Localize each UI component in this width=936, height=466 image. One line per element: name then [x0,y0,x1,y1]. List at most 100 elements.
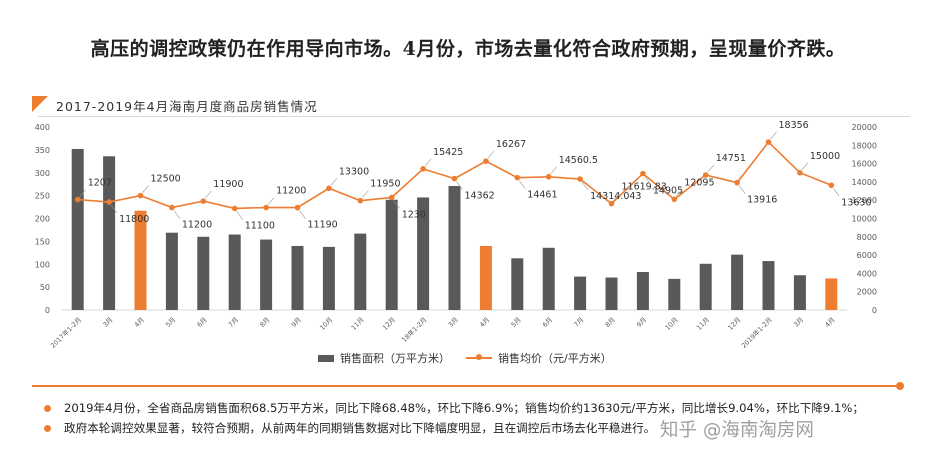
price-data-label: 11800 [119,214,149,225]
price-point [200,198,207,204]
y-left-tick-label: 350 [35,146,50,155]
bar [793,275,806,310]
bar [134,210,147,310]
price-data-label: 11100 [245,220,275,231]
price-point [671,196,678,203]
bar [574,276,587,310]
bar [636,272,649,310]
bar [197,236,210,310]
y-right-tick-label: 2000 [857,288,877,297]
label-leader [676,189,683,197]
bar [825,278,838,310]
chart-legend: 销售面积（万平方米） 销售均价（元/平方米） [0,350,936,366]
section-divider [32,385,902,387]
y-left-tick-label: 100 [35,260,50,269]
label-leader [738,185,746,194]
legend-label-area: 销售面积（万平方米） [340,352,450,365]
label-leader [267,197,275,205]
x-tick-label: 5月 [510,316,523,329]
price-point [420,166,426,172]
bar [165,232,178,310]
chart-title: 2017-2019年4月海南月度商品房销售情况 [56,99,318,114]
price-point [106,199,112,205]
label-leader [613,193,620,201]
y-right-tick-label: 10000 [852,215,877,224]
price-point [326,185,332,192]
price-point [263,204,269,211]
x-tick-label: 9月 [635,316,648,329]
label-leader [236,211,243,220]
x-tick-label: 5月 [164,316,177,329]
y-left-tick-label: 250 [35,192,50,201]
note-item: 2019年4月份，全省商品房销售面积68.5万平方米，同比下降68.48%，环比… [42,398,902,418]
bar [731,254,744,310]
price-data-label: 14461 [527,190,557,201]
price-data-label: 11200 [182,220,212,231]
x-tick-label: 18年1-2月 [400,315,429,344]
y-right-tick-label: 18000 [852,141,877,150]
label-leader [456,181,463,190]
title-rule [38,116,910,117]
x-tick-label: 4月 [824,316,837,329]
bar [385,199,398,310]
y-right-tick-label: 20000 [852,123,877,132]
bar [699,263,712,310]
bar [762,261,775,310]
label-leader [581,181,589,191]
label-leader [173,210,181,219]
label-leader [550,166,557,174]
y-left-tick-label: 200 [35,215,50,224]
label-leader [393,200,400,209]
x-tick-label: 3月 [101,316,114,329]
x-tick-label: 7月 [227,316,240,329]
label-leader [487,150,495,159]
label-leader [707,164,714,173]
price-data-label: 13300 [339,166,369,177]
x-tick-label: 7月 [572,316,585,329]
price-data-label: 12095 [684,177,714,188]
label-leader [424,158,432,167]
price-point [608,200,615,207]
price-data-label: 11619.83 [622,182,667,193]
bar [291,245,304,310]
label-leader [770,131,777,140]
y-left-tick-label: 400 [35,123,50,132]
x-tick-label: 10月 [664,316,680,332]
bar [605,277,618,310]
label-leader [79,189,86,197]
price-point [294,204,301,211]
price-point [734,179,740,186]
bar [448,186,461,310]
price-data-label: 15425 [433,147,463,158]
legend-bar-swatch [318,354,334,362]
x-tick-label: 8月 [258,316,271,329]
x-tick-label: 2019年1-2月 [739,315,774,350]
legend-line-swatch [466,354,492,360]
price-data-label: 1230 [402,209,426,220]
label-leader [205,190,212,199]
price-point [828,182,835,189]
sales-chart: 0501001502002503003504000200040006000800… [35,120,877,350]
headline: 高压的调控政策仍在作用导向市场。4月份，市场去量化符合政府预期，呈现量价齐跌。 [90,38,846,60]
price-data-label: 15000 [810,151,840,162]
x-tick-label: 4月 [478,316,491,329]
bar [260,239,273,310]
price-data-label: 14314.043 [590,191,641,202]
price-data-label: 13916 [747,195,777,206]
x-tick-label: 9月 [290,316,303,329]
watermark: 知乎 @海南淘房网 [660,420,814,441]
price-point [545,173,552,180]
bullet-icon [44,405,51,412]
price-point [702,172,709,178]
price-point [577,176,583,182]
label-leader [801,162,809,170]
legend-item-price: 销售均价（元/平方米） [466,350,612,366]
price-point [231,205,238,212]
x-tick-label: 3月 [792,316,805,329]
y-right-tick-label: 16000 [852,160,877,169]
legend-label-price: 销售均价（元/平方米） [498,352,612,365]
price-data-label: 18356 [779,120,809,131]
price-data-label: 12500 [151,174,181,185]
price-data-label: 14905 [653,186,683,197]
price-point [169,204,175,211]
